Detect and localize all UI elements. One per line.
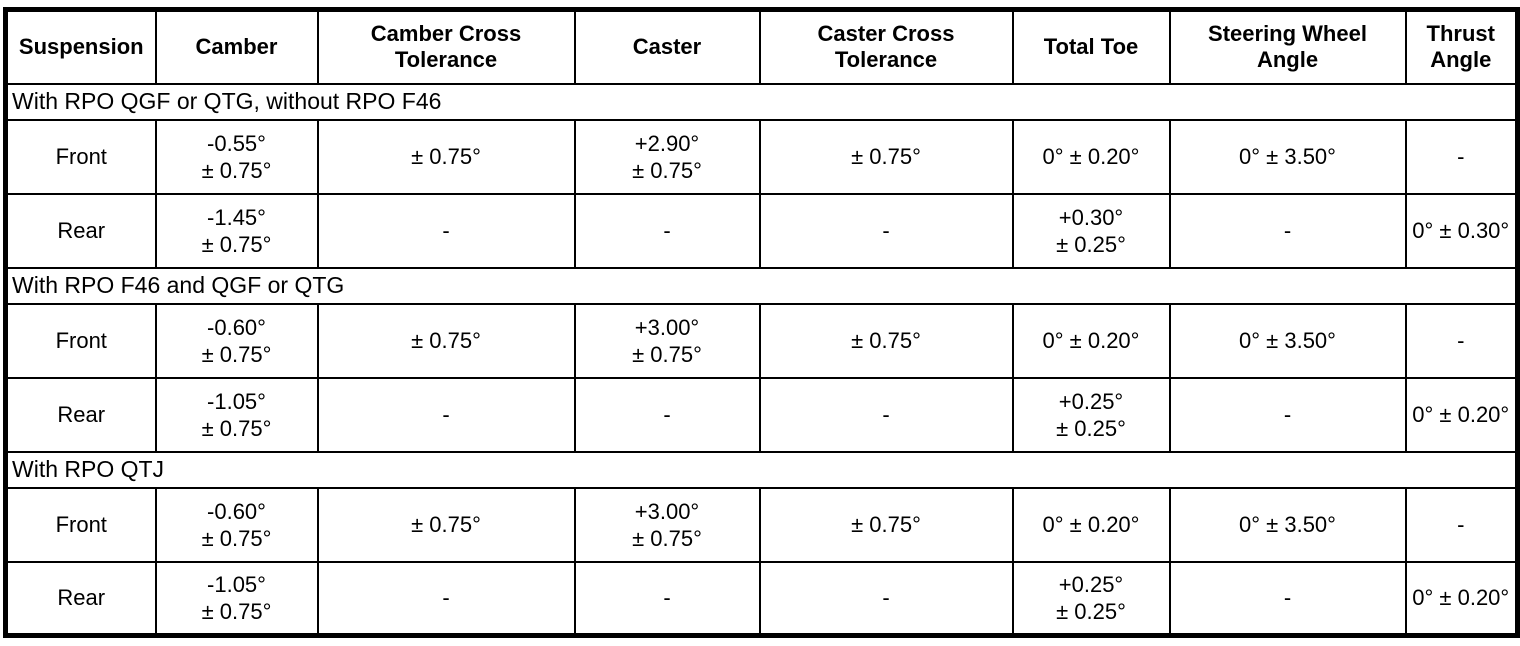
cell-camber-cross-tolerance: - bbox=[316, 560, 576, 637]
cell-total-toe: +0.25° ± 0.25° bbox=[1011, 560, 1171, 637]
cell-thrust-angle: - bbox=[1404, 486, 1519, 563]
cell-steering-wheel-angle: - bbox=[1168, 560, 1407, 637]
column-header-suspension: Suspension bbox=[4, 8, 157, 85]
cell-thrust-angle: 0° ± 0.30° bbox=[1404, 192, 1519, 269]
cell-camber-cross-tolerance: ± 0.75° bbox=[316, 486, 576, 563]
cell-caster: +2.90° ± 0.75° bbox=[573, 118, 761, 195]
cell-camber: -1.05° ± 0.75° bbox=[154, 376, 319, 453]
cell-suspension: Front bbox=[4, 486, 157, 563]
column-header-caster-cross-tolerance: Caster Cross Tolerance bbox=[758, 8, 1014, 85]
cell-suspension: Front bbox=[4, 118, 157, 195]
cell-camber: -1.45° ± 0.75° bbox=[154, 192, 319, 269]
cell-caster: - bbox=[573, 376, 761, 453]
cell-camber-cross-tolerance: ± 0.75° bbox=[316, 118, 576, 195]
table-header-row: Suspension Camber Camber Cross Tolerance… bbox=[4, 8, 1519, 85]
column-header-total-toe: Total Toe bbox=[1011, 8, 1171, 85]
cell-caster-cross-tolerance: ± 0.75° bbox=[758, 302, 1014, 379]
cell-total-toe: +0.25° ± 0.25° bbox=[1011, 376, 1171, 453]
table-row: Rear -1.05° ± 0.75° - - - +0.25° ± 0.25°… bbox=[4, 376, 1519, 453]
cell-thrust-angle: - bbox=[1404, 302, 1519, 379]
section-header-row: With RPO QTJ bbox=[4, 450, 1519, 489]
cell-steering-wheel-angle: 0° ± 3.50° bbox=[1168, 486, 1407, 563]
section-header-row: With RPO F46 and QGF or QTG bbox=[4, 266, 1519, 305]
table-row: Front -0.60° ± 0.75° ± 0.75° +3.00° ± 0.… bbox=[4, 302, 1519, 379]
column-header-thrust-angle: Thrust Angle bbox=[1404, 8, 1519, 85]
cell-camber: -0.60° ± 0.75° bbox=[154, 486, 319, 563]
cell-total-toe: +0.30° ± 0.25° bbox=[1011, 192, 1171, 269]
cell-caster: - bbox=[573, 192, 761, 269]
table-row: Rear -1.45° ± 0.75° - - - +0.30° ± 0.25°… bbox=[4, 192, 1519, 269]
column-header-camber-cross-tolerance: Camber Cross Tolerance bbox=[316, 8, 576, 85]
cell-suspension: Front bbox=[4, 302, 157, 379]
cell-suspension: Rear bbox=[4, 560, 157, 637]
cell-caster-cross-tolerance: - bbox=[758, 376, 1014, 453]
table-row: Front -0.55° ± 0.75° ± 0.75° +2.90° ± 0.… bbox=[4, 118, 1519, 195]
cell-caster-cross-tolerance: - bbox=[758, 560, 1014, 637]
cell-camber: -0.55° ± 0.75° bbox=[154, 118, 319, 195]
section-header-row: With RPO QGF or QTG, without RPO F46 bbox=[4, 82, 1519, 121]
wheel-alignment-spec-table: Suspension Camber Camber Cross Tolerance… bbox=[3, 7, 1520, 638]
cell-camber-cross-tolerance: ± 0.75° bbox=[316, 302, 576, 379]
cell-caster: +3.00° ± 0.75° bbox=[573, 486, 761, 563]
column-header-caster: Caster bbox=[573, 8, 761, 85]
section-label: With RPO QGF or QTG, without RPO F46 bbox=[4, 82, 1519, 121]
cell-suspension: Rear bbox=[4, 192, 157, 269]
section-label: With RPO QTJ bbox=[4, 450, 1519, 489]
cell-camber-cross-tolerance: - bbox=[316, 376, 576, 453]
cell-thrust-angle: - bbox=[1404, 118, 1519, 195]
cell-camber: -1.05° ± 0.75° bbox=[154, 560, 319, 637]
cell-caster-cross-tolerance: ± 0.75° bbox=[758, 118, 1014, 195]
cell-caster: - bbox=[573, 560, 761, 637]
cell-steering-wheel-angle: - bbox=[1168, 376, 1407, 453]
cell-caster-cross-tolerance: - bbox=[758, 192, 1014, 269]
cell-caster: +3.00° ± 0.75° bbox=[573, 302, 761, 379]
cell-total-toe: 0° ± 0.20° bbox=[1011, 302, 1171, 379]
section-label: With RPO F46 and QGF or QTG bbox=[4, 266, 1519, 305]
column-header-steering-wheel-angle: Steering Wheel Angle bbox=[1168, 8, 1407, 85]
cell-camber: -0.60° ± 0.75° bbox=[154, 302, 319, 379]
cell-steering-wheel-angle: - bbox=[1168, 192, 1407, 269]
cell-suspension: Rear bbox=[4, 376, 157, 453]
table-row: Rear -1.05° ± 0.75° - - - +0.25° ± 0.25°… bbox=[4, 560, 1519, 637]
cell-camber-cross-tolerance: - bbox=[316, 192, 576, 269]
cell-steering-wheel-angle: 0° ± 3.50° bbox=[1168, 118, 1407, 195]
cell-steering-wheel-angle: 0° ± 3.50° bbox=[1168, 302, 1407, 379]
table-row: Front -0.60° ± 0.75° ± 0.75° +3.00° ± 0.… bbox=[4, 486, 1519, 563]
cell-total-toe: 0° ± 0.20° bbox=[1011, 486, 1171, 563]
cell-total-toe: 0° ± 0.20° bbox=[1011, 118, 1171, 195]
cell-caster-cross-tolerance: ± 0.75° bbox=[758, 486, 1014, 563]
cell-thrust-angle: 0° ± 0.20° bbox=[1404, 560, 1519, 637]
column-header-camber: Camber bbox=[154, 8, 319, 85]
cell-thrust-angle: 0° ± 0.20° bbox=[1404, 376, 1519, 453]
